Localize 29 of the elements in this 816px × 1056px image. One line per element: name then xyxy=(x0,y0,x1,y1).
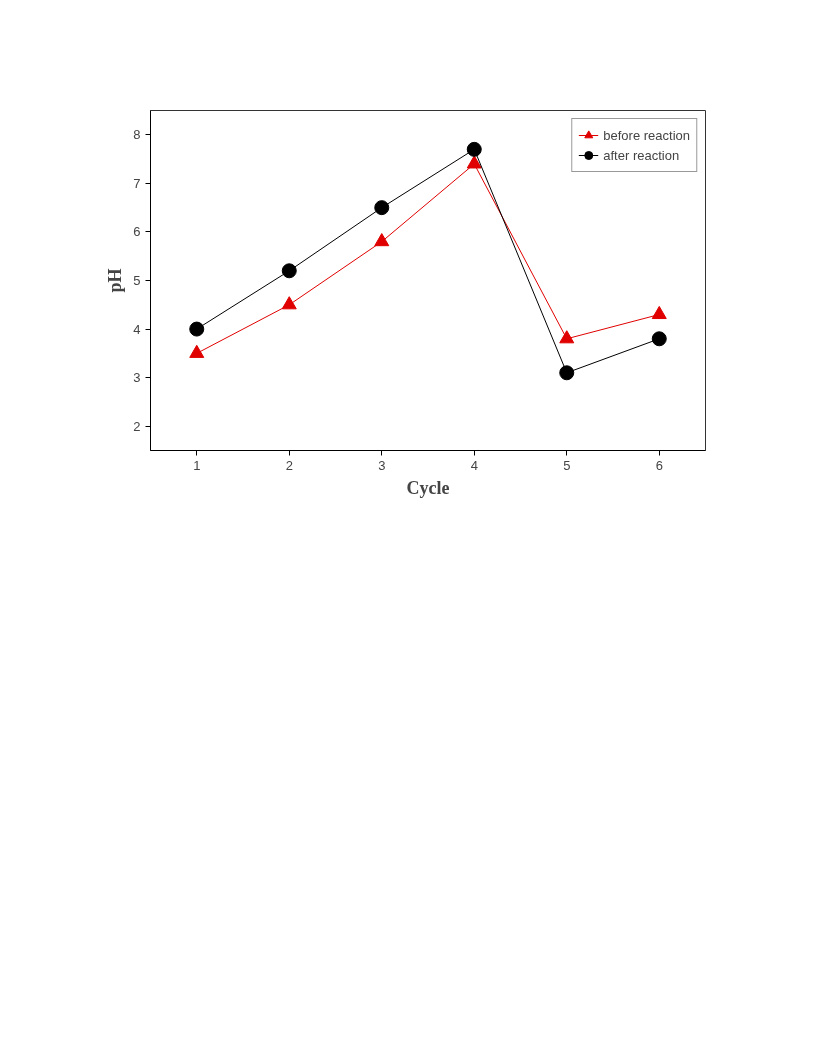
y-tick-label: 3 xyxy=(133,370,141,386)
y-tick-label: 6 xyxy=(133,224,141,240)
x-tick-label: 4 xyxy=(470,457,478,473)
y-tick-label: 2 xyxy=(133,418,141,434)
point xyxy=(189,321,205,337)
legend-label: after reaction xyxy=(603,147,680,163)
y-tick-label: 4 xyxy=(133,321,141,337)
y-tick-label: 5 xyxy=(133,273,141,288)
point xyxy=(189,344,205,358)
point xyxy=(374,200,390,216)
legend-label: before reaction xyxy=(603,127,690,143)
point xyxy=(651,331,667,347)
y-axis-title: pH xyxy=(105,268,126,293)
x-axis-title: Cycle xyxy=(406,477,450,498)
point xyxy=(466,155,482,169)
y-tick-label: 8 xyxy=(133,127,141,143)
y-tick-label: 7 xyxy=(133,175,141,191)
point xyxy=(651,305,667,320)
point xyxy=(281,296,297,310)
point xyxy=(374,233,390,247)
point xyxy=(281,263,297,279)
x-tick-label: 2 xyxy=(285,457,293,473)
point xyxy=(559,330,575,344)
x-tick-label: 6 xyxy=(655,457,663,473)
point xyxy=(466,141,482,157)
x-tick-label: 3 xyxy=(378,457,386,473)
point xyxy=(559,365,575,381)
x-tick-label: 5 xyxy=(563,457,571,473)
x-tick-label: 1 xyxy=(193,457,201,473)
